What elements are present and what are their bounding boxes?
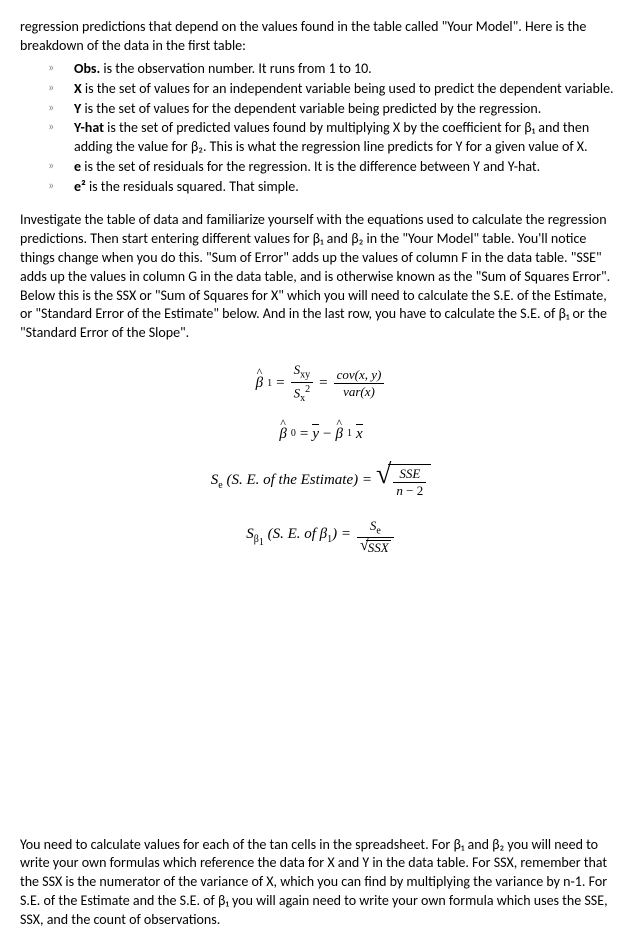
beta1-hat: β xyxy=(256,373,263,393)
list-item: Obs. is the observation number. It runs … xyxy=(20,60,622,79)
formula-se-estimate: Se (S. E. of the Estimate) = √ SSE n − 2 xyxy=(21,464,621,499)
equals: = xyxy=(319,373,327,393)
term: e xyxy=(74,158,81,175)
definition-text: is the set of residuals for the regressi… xyxy=(81,158,540,175)
y-bar: y xyxy=(312,424,319,444)
minus: − xyxy=(323,424,331,444)
formula-block: β1 = Sxy Sx2 = cov(x, y) var(x) β0 = y −… xyxy=(21,363,621,555)
definition-text: is the set of values for an independent … xyxy=(82,80,614,97)
intro-paragraph: regression predictions that depend on th… xyxy=(20,18,622,56)
term: Obs. xyxy=(74,60,100,77)
definition-text: is the set of predicted values found by … xyxy=(74,119,589,155)
definition-text: is the observation number. It runs from … xyxy=(100,60,371,77)
sqrt: √ SSE n − 2 xyxy=(376,464,431,499)
term: X xyxy=(74,80,82,97)
term: Y-hat xyxy=(74,119,104,136)
equals: = xyxy=(276,373,284,393)
sub: 1 xyxy=(347,427,352,441)
term: e² xyxy=(74,178,86,195)
spacer xyxy=(20,576,622,836)
list-item: e is the set of residuals for the regres… xyxy=(20,158,622,177)
se-label: Se (S. E. of the Estimate) = xyxy=(211,470,372,493)
instructions-paragraph: Investigate the table of data and famili… xyxy=(20,211,622,343)
list-item: Y-hat is the set of predicted values fou… xyxy=(20,119,622,157)
fraction: cov(x, y) var(x) xyxy=(334,368,385,400)
formula-beta1: β1 = Sxy Sx2 = cov(x, y) var(x) xyxy=(21,363,621,404)
sub: 0 xyxy=(291,427,296,441)
formula-se-beta1: Sβ1 (S. E. of β1) = Se √SSX xyxy=(21,519,621,556)
definition-list: Obs. is the observation number. It runs … xyxy=(20,60,622,197)
sub: 1 xyxy=(267,377,272,391)
formula-beta0: β0 = y − β1 x xyxy=(21,424,621,444)
final-paragraph: You need to calculate values for each of… xyxy=(20,836,622,930)
list-item: e² is the residuals squared. That simple… xyxy=(20,178,622,197)
beta1-hat: β xyxy=(335,424,342,444)
definition-text: is the residuals squared. That simple. xyxy=(86,178,299,195)
definition-text: is the set of values for the dependent v… xyxy=(81,100,541,117)
list-item: X is the set of values for an independen… xyxy=(20,80,622,99)
list-item: Y is the set of values for the dependent… xyxy=(20,100,622,119)
fraction: Se √SSX xyxy=(357,519,394,556)
fraction: Sxy Sx2 xyxy=(291,363,314,404)
equals: = xyxy=(300,424,308,444)
beta0-hat: β xyxy=(279,424,286,444)
sbeta1-label: Sβ1 (S. E. of β1) = xyxy=(246,524,351,550)
x-bar: x xyxy=(356,424,363,444)
